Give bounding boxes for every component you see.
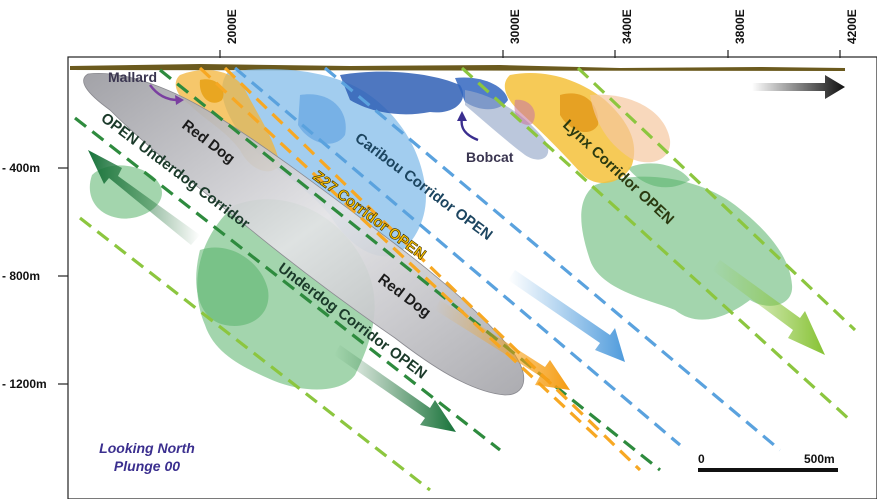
- depth-label-800m: - 800m: [2, 269, 40, 283]
- mallard-pointer-head: [175, 95, 184, 105]
- easting-label-2000e: 2000E: [225, 9, 239, 44]
- easting-label-3000e: 3000E: [508, 9, 522, 44]
- depth-label-400m: - 400m: [2, 161, 40, 175]
- bobcat-pointer-head: [457, 111, 467, 121]
- easting-label-4200e: 4200E: [845, 9, 859, 44]
- depth-ticks: [58, 167, 68, 385]
- plunge-label: Plunge 00: [114, 458, 180, 474]
- view-direction-label: Looking North: [99, 440, 195, 456]
- bobcat-label: Bobcat: [466, 149, 514, 165]
- depth-label-1200m: - 1200m: [2, 377, 47, 391]
- z27-arrow: [435, 300, 570, 390]
- scale-end-label: 500m: [804, 452, 835, 466]
- underdog-up-arrow: [88, 150, 200, 245]
- black-arrow: [752, 75, 845, 99]
- easting-ticks: [219, 50, 841, 58]
- caribou-arrow: [508, 270, 625, 362]
- corridor-lines: [74, 66, 857, 492]
- scale-start-label: 0: [698, 452, 705, 466]
- easting-label-3800e: 3800E: [733, 9, 747, 44]
- lynx-arrow: [712, 260, 825, 355]
- red-dog-ore-body: [83, 72, 524, 396]
- direction-arrows: [88, 75, 845, 432]
- underdog-down-arrow: [334, 345, 456, 432]
- easting-label-3400e: 3400E: [620, 9, 634, 44]
- mallard-label: Mallard: [108, 69, 157, 85]
